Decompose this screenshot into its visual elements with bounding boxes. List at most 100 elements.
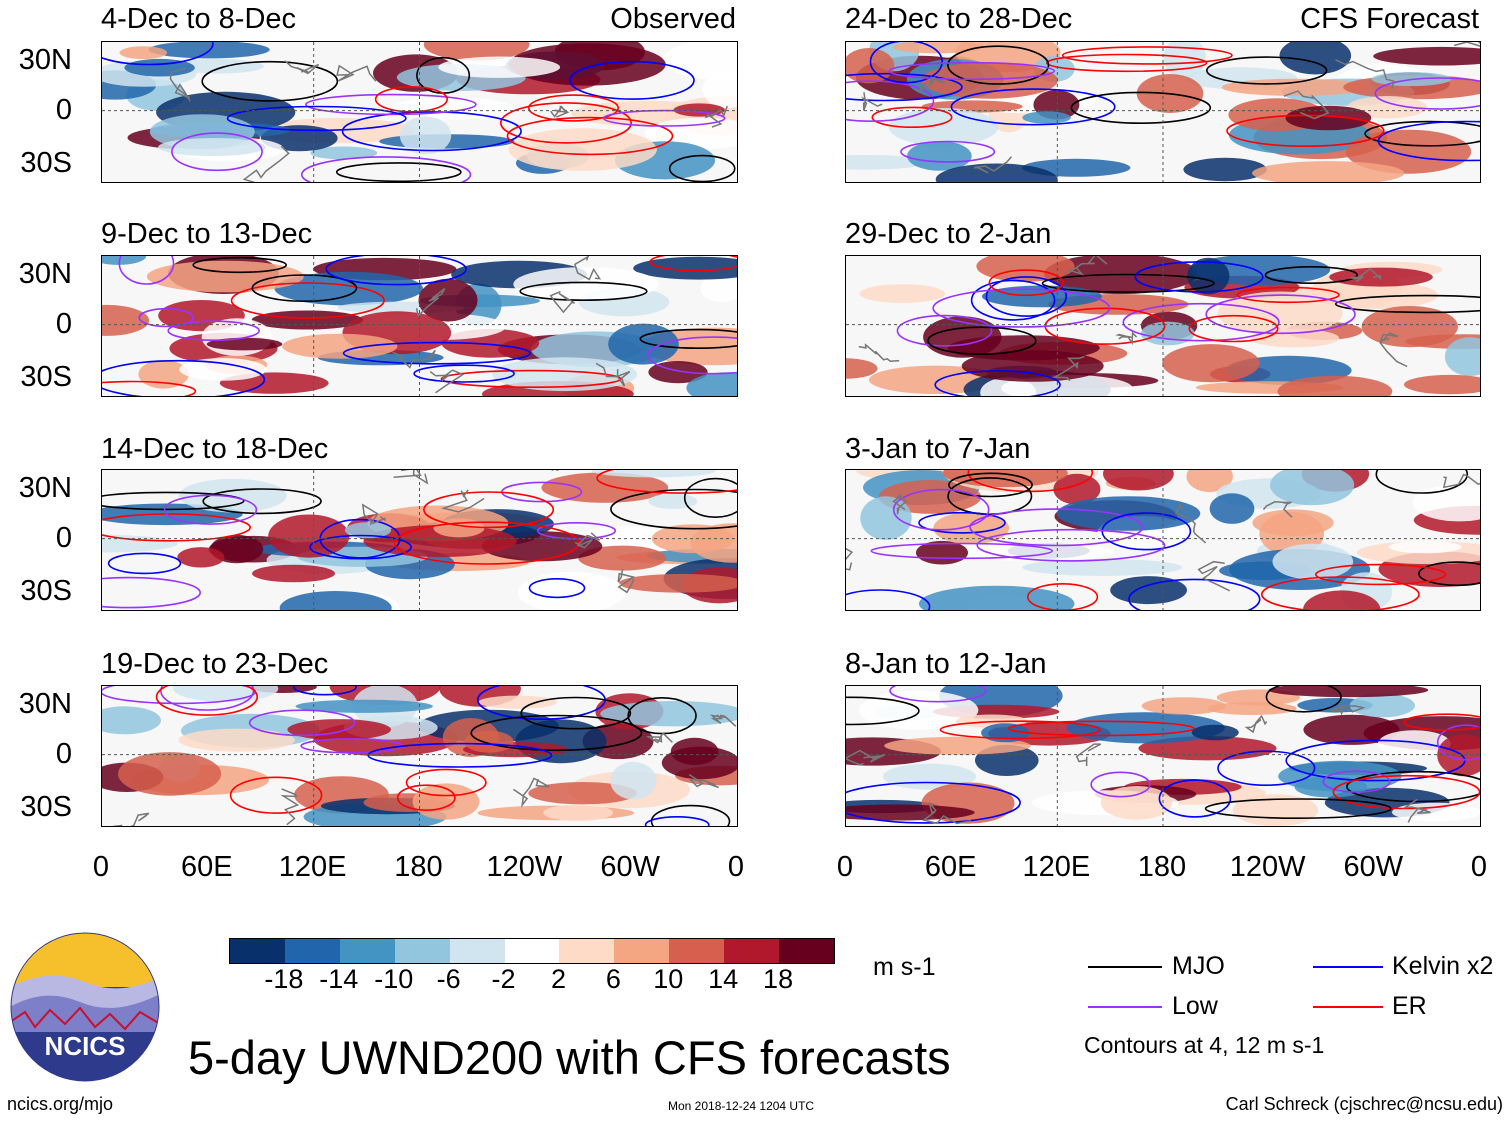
anomaly-shading: [859, 284, 946, 303]
contour-line: [102, 42, 214, 66]
coastline: [336, 64, 377, 82]
anomaly-shading: [700, 274, 737, 302]
x-tick-label: 120W: [1229, 851, 1306, 883]
y-tick-label: 0: [55, 522, 72, 554]
anomaly-shading: [648, 493, 698, 509]
x-tick-label: 180: [394, 851, 443, 883]
contour-line: [1314, 563, 1447, 586]
anomaly-shading: [661, 746, 737, 780]
contour-line: [650, 804, 731, 826]
coastline: [1197, 560, 1231, 592]
y-tick-label: 30S: [20, 575, 72, 607]
logo-text: NCICS: [45, 1031, 126, 1061]
colorbar-cell: [394, 939, 450, 963]
anomaly-shading: [310, 146, 378, 160]
anomaly-shading: [528, 782, 638, 805]
colorbar-cell: [230, 939, 285, 963]
anomaly-shading: [1209, 493, 1255, 524]
anomaly-shading: [1022, 111, 1071, 124]
anomaly-shading: [690, 523, 737, 563]
anomaly-shading: [179, 358, 267, 381]
coastline: [1349, 267, 1382, 282]
y-tick-label: 0: [55, 308, 72, 340]
anomaly-shading: [513, 267, 659, 302]
anomaly-shading: [178, 478, 287, 513]
contour-line: [325, 256, 467, 286]
y-tick-label: 0: [55, 738, 72, 770]
x-tick-label: 180: [1137, 851, 1187, 883]
anomaly-shading: [600, 701, 737, 727]
anomaly-shading: [344, 522, 392, 539]
contour-line: [932, 288, 1111, 328]
anomaly-shading: [1349, 693, 1415, 718]
anomaly-shading: [399, 116, 452, 155]
coastline: [858, 343, 900, 362]
contour-line: [1046, 53, 1208, 73]
anomaly-shading: [981, 285, 1102, 308]
colorbar-tick-label: 18: [763, 964, 794, 994]
coastline: [595, 362, 631, 387]
contour-line: [300, 156, 472, 182]
anomaly-shading: [279, 591, 392, 610]
coastline: [1262, 501, 1293, 518]
anomaly-shading: [418, 278, 478, 322]
chart-title: 5-day UWND200 with CFS forecasts: [188, 1031, 951, 1084]
contour-line: [1027, 583, 1099, 610]
anomaly-shading: [1272, 543, 1354, 580]
coastline: [1335, 59, 1395, 90]
colorbar-units: m s-1: [873, 953, 936, 981]
panel-period-title: 14-Dec to 18-Dec: [101, 433, 329, 465]
anomaly-shading: [921, 62, 1058, 99]
contour-line: [639, 328, 737, 349]
contour-line: [226, 105, 407, 132]
contour-line: [846, 696, 920, 726]
coastline: [284, 60, 320, 75]
anomaly-shading: [517, 571, 626, 610]
contour-line: [846, 72, 963, 102]
contour-line: [950, 88, 1116, 126]
contour-line: [1375, 470, 1469, 494]
coastline: [617, 569, 636, 594]
contour-line: [1364, 120, 1480, 147]
contour-line: [155, 686, 258, 716]
x-tick-label: 0: [836, 851, 854, 883]
anomaly-shading: [1285, 105, 1372, 131]
x-tick-label: 60W: [600, 851, 660, 883]
y-tick-label: 30N: [18, 472, 72, 504]
contour-line: [934, 370, 1061, 396]
anomaly-shading: [102, 706, 161, 735]
panel-period-title: 9-Dec to 13-Dec: [101, 218, 313, 250]
contour-line: [1007, 720, 1195, 737]
coastline: [415, 288, 446, 318]
y-tick-label: 30S: [20, 791, 72, 823]
anomaly-shading: [1162, 344, 1260, 383]
contour-line: [171, 132, 263, 172]
coastline: [440, 489, 485, 513]
x-tick-label: 60E: [181, 851, 233, 883]
contour-note: Contours at 4, 12 m s-1: [1084, 1032, 1325, 1058]
anomaly-shading: [102, 534, 178, 553]
contour-line: [405, 768, 487, 797]
colorbar-cell: [669, 939, 725, 963]
anomaly-shading: [102, 256, 147, 265]
contour-line: [1334, 294, 1480, 314]
anomaly-shading: [1404, 374, 1480, 395]
anomaly-shading: [1252, 161, 1405, 182]
contour-line: [610, 488, 737, 530]
anomaly-shading: [119, 46, 168, 60]
anomaly-shading: [508, 43, 666, 86]
anomaly-shading: [907, 141, 972, 171]
colorbar-tick-label: -10: [374, 964, 414, 994]
coastline: [709, 714, 737, 727]
coastline: [574, 532, 601, 549]
contour-line: [927, 326, 1037, 355]
colorbar-cell: [284, 939, 340, 963]
anomaly-shading: [1053, 473, 1101, 505]
anomaly-shading: [1377, 730, 1451, 758]
wind-map: [845, 255, 1481, 397]
contour-line: [1122, 302, 1280, 342]
anomaly-shading: [118, 752, 222, 796]
coastline: [846, 749, 886, 766]
x-tick-label: 0: [727, 851, 745, 883]
wind-map: [845, 41, 1481, 183]
